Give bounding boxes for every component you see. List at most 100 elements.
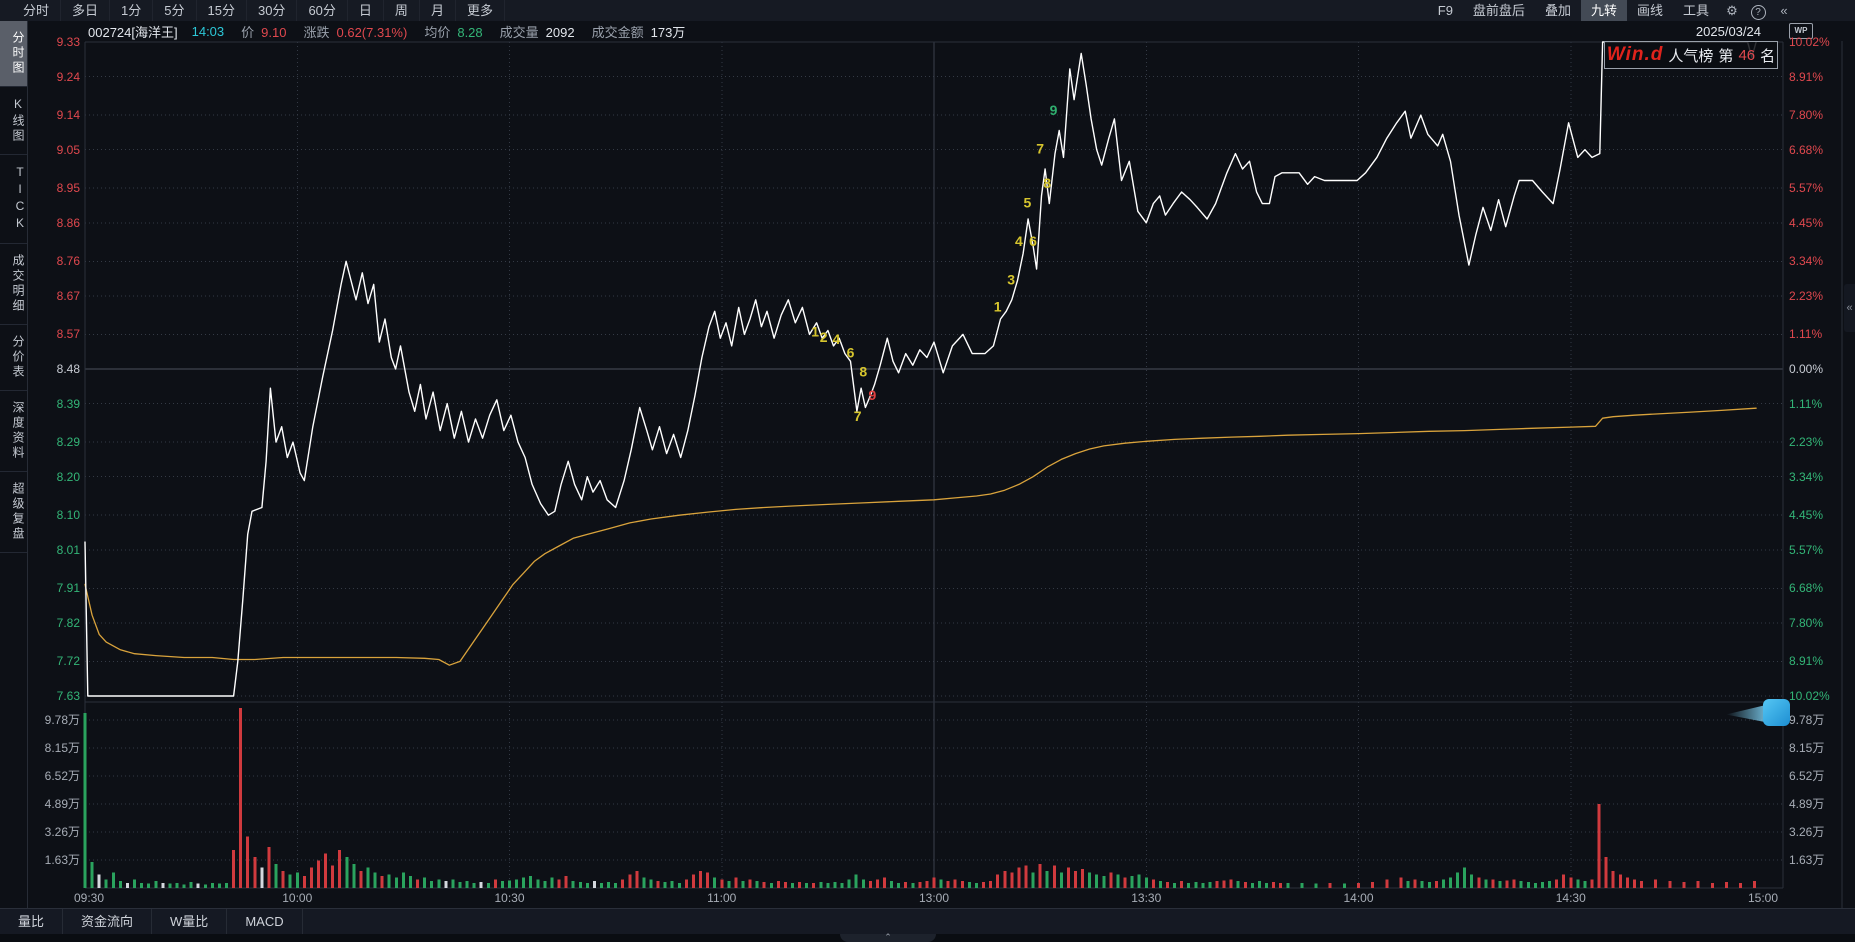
indicator-tab-量比[interactable]: 量比 bbox=[0, 909, 64, 934]
bottom-strip: ⌃ bbox=[0, 933, 1855, 942]
settings-gear-icon[interactable]: ⚙ bbox=[1726, 3, 1738, 18]
price-tick-label: 8.57 bbox=[56, 327, 80, 342]
sidebar-item-分价表[interactable]: 分价表 bbox=[0, 325, 27, 391]
period-button-更多[interactable]: 更多 bbox=[456, 0, 505, 21]
svg-text:3: 3 bbox=[1007, 271, 1015, 287]
svg-text:6: 6 bbox=[847, 344, 855, 360]
quote-field-label: 成交量 bbox=[499, 24, 539, 40]
svg-text:8: 8 bbox=[859, 364, 867, 380]
period-button-多日[interactable]: 多日 bbox=[61, 0, 111, 21]
indicator-tab-MACD[interactable]: MACD bbox=[227, 909, 303, 934]
comet-cube-icon bbox=[1763, 699, 1790, 726]
help-icon[interactable]: ? bbox=[1745, 0, 1771, 21]
tool-button-九转[interactable]: 九转 bbox=[1580, 0, 1627, 21]
period-button-30分[interactable]: 30分 bbox=[247, 0, 298, 21]
tool-button-叠加[interactable]: 叠加 bbox=[1544, 3, 1571, 18]
pct-tick-label: 3.34% bbox=[1789, 469, 1824, 484]
time-tick-label: 15:00 bbox=[1747, 891, 1779, 905]
popularity-badge[interactable]: Win.d 人气榜 第 46 名 bbox=[1604, 41, 1778, 69]
collapse-toolbar-icon[interactable]: « bbox=[1780, 3, 1788, 18]
quote-field-value: 2092 bbox=[545, 24, 575, 40]
quote-info-bar: 002724[海洋王] 14:03 价 9.10 涨跌 0.62(7.31%) 均价 8.… bbox=[27, 21, 1855, 41]
price-tick-label: 8.39 bbox=[56, 396, 80, 411]
quote-field-label: 价 bbox=[241, 24, 255, 40]
tool-button-F9[interactable]: F9 bbox=[1437, 3, 1453, 18]
price-tick-label: 8.48 bbox=[56, 362, 80, 376]
fast-forward-icon[interactable] bbox=[1726, 697, 1790, 729]
collapse-handle[interactable]: ⌃ bbox=[840, 933, 936, 942]
time-tick-label: 14:30 bbox=[1555, 891, 1586, 905]
quote-time: 14:03 bbox=[191, 23, 225, 39]
price-tick-label: 9.05 bbox=[56, 142, 80, 157]
monitor-icon[interactable]: WP bbox=[1789, 23, 1813, 39]
quote-fields: 价 9.10 涨跌 0.62(7.31%) 均价 8.28 成交量 2092 成交金额 173万 bbox=[224, 22, 685, 41]
sidebar-item-深度资料[interactable]: 深度资料 bbox=[0, 391, 27, 472]
svg-text:7: 7 bbox=[1036, 141, 1044, 157]
sidebar-item-K线图[interactable]: K线图 bbox=[0, 87, 27, 155]
pct-tick-label: 6.68% bbox=[1789, 581, 1824, 596]
svg-text:8: 8 bbox=[1043, 175, 1051, 191]
volume-tick-label: 8.15万 bbox=[1789, 740, 1825, 755]
tool-button-工具[interactable]: 工具 bbox=[1682, 3, 1709, 18]
rank-prefix: 第 bbox=[1718, 47, 1734, 65]
price-tick-label: 9.14 bbox=[56, 108, 80, 123]
pct-tick-label: 4.45% bbox=[1789, 508, 1824, 523]
left-sidebar: 分时图 K线图 TICK 成交明细 分价表 深度资料 超级复盘 bbox=[0, 21, 28, 908]
pct-tick-label: 10.02% bbox=[1789, 689, 1830, 703]
quote-field-价: 价 9.10 bbox=[241, 22, 286, 41]
svg-text:6: 6 bbox=[1029, 233, 1037, 249]
price-tick-label: 8.76 bbox=[56, 254, 80, 269]
price-tick-label: 8.10 bbox=[56, 508, 80, 523]
rank-value: 46 bbox=[1738, 46, 1756, 64]
pct-tick-label: 1.11% bbox=[1789, 396, 1823, 411]
period-button-月[interactable]: 月 bbox=[420, 0, 456, 21]
help-question-glyph: ? bbox=[1750, 5, 1766, 20]
quote-field-value: 0.62(7.31%) bbox=[336, 24, 408, 40]
period-toolbar: 分时 多日 1分 5分 15分 30分 60分日周月更多 bbox=[0, 0, 505, 21]
period-button-5分[interactable]: 5分 bbox=[153, 0, 197, 21]
svg-text:4: 4 bbox=[832, 331, 840, 347]
sidebar-item-成交明细[interactable]: 成交明细 bbox=[0, 244, 27, 325]
price-tick-label: 7.63 bbox=[56, 689, 80, 703]
quote-field-label: 涨跌 bbox=[303, 24, 330, 40]
svg-text:1: 1 bbox=[994, 298, 1002, 314]
svg-text:5: 5 bbox=[1023, 194, 1031, 210]
price-tick-label: 8.29 bbox=[56, 435, 80, 450]
price-tick-label: 9.24 bbox=[56, 69, 80, 84]
pct-tick-label: 8.91% bbox=[1789, 654, 1824, 669]
price-tick-label: 8.95 bbox=[56, 181, 80, 196]
pct-tick-label: 3.34% bbox=[1789, 254, 1824, 269]
tool-button-盘前盘后[interactable]: 盘前盘后 bbox=[1472, 3, 1525, 18]
pct-tick-label: 5.57% bbox=[1789, 542, 1824, 557]
pct-tick-label: 4.45% bbox=[1789, 215, 1824, 230]
stock-code: 002724[海洋王] bbox=[88, 24, 178, 40]
period-button-60分[interactable]: 60分 bbox=[297, 0, 348, 21]
svg-text:1: 1 bbox=[811, 323, 819, 339]
pct-tick-label: 0.00% bbox=[1789, 362, 1824, 376]
volume-tick-label: 1.63万 bbox=[1789, 852, 1825, 867]
tool-button-画线[interactable]: 画线 bbox=[1636, 3, 1663, 18]
pct-tick-label: 1.11% bbox=[1789, 327, 1823, 342]
indicator-tab-资金流向[interactable]: 资金流向 bbox=[63, 909, 153, 934]
quote-field-value: 8.28 bbox=[457, 24, 483, 40]
expand-right-panel-handle[interactable]: « bbox=[1844, 284, 1855, 332]
volume-tick-label: 4.89万 bbox=[44, 796, 80, 811]
svg-text:9: 9 bbox=[869, 387, 877, 403]
period-button-分时[interactable]: 分时 bbox=[12, 0, 62, 21]
period-button-日[interactable]: 日 bbox=[348, 0, 384, 21]
sidebar-item-TICK[interactable]: TICK bbox=[0, 155, 27, 244]
svg-text:4: 4 bbox=[1015, 233, 1023, 249]
indicator-tabs: 量比 资金流向 W量比 MACD bbox=[0, 908, 1855, 935]
price-tick-label: 8.67 bbox=[56, 288, 80, 303]
indicator-tab-W量比[interactable]: W量比 bbox=[152, 909, 228, 934]
volume-tick-label: 4.89万 bbox=[1789, 796, 1825, 811]
price-tick-label: 8.01 bbox=[56, 542, 80, 557]
quote-field-均价: 均价 8.28 bbox=[424, 22, 482, 41]
price-tick-label: 7.72 bbox=[56, 654, 80, 669]
period-button-周[interactable]: 周 bbox=[384, 0, 420, 21]
sidebar-item-超级复盘[interactable]: 超级复盘 bbox=[0, 472, 27, 553]
period-button-15分[interactable]: 15分 bbox=[197, 0, 247, 21]
period-button-1分[interactable]: 1分 bbox=[110, 0, 154, 21]
sidebar-item-分时图[interactable]: 分时图 bbox=[0, 21, 27, 87]
